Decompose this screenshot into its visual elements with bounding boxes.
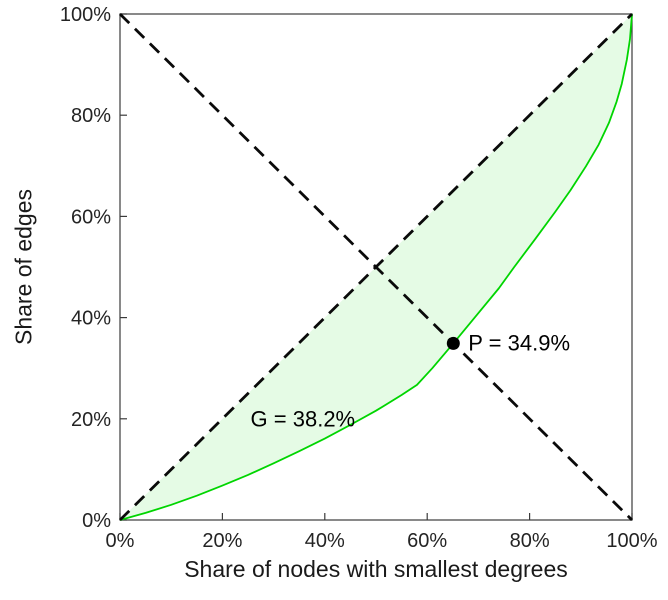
x-tick-label: 40% <box>305 530 345 552</box>
y-tick-label: 0% <box>82 510 111 532</box>
x-tick-label: 80% <box>510 530 550 552</box>
x-axis-label: Share of nodes with smallest degrees <box>184 556 568 582</box>
x-tick-label: 0% <box>106 530 135 552</box>
anti-diagonal <box>119 13 633 521</box>
y-tick-label: 80% <box>71 105 111 127</box>
y-tick-label: 100% <box>60 4 111 26</box>
y-tick-label: 60% <box>71 206 111 228</box>
axes-frame <box>119 13 633 521</box>
x-tick-label: 20% <box>202 530 242 552</box>
x-tick-label: 100% <box>606 530 657 552</box>
y-axis-label: Share of edges <box>10 188 37 346</box>
point-P-label: P = 34.9% <box>468 330 570 355</box>
y-tick-label: 40% <box>71 308 111 330</box>
gini-label: G = 38.2% <box>251 406 356 431</box>
point-P-marker <box>446 336 460 350</box>
y-tick-label: 20% <box>71 409 111 431</box>
x-tick-label: 60% <box>407 530 447 552</box>
